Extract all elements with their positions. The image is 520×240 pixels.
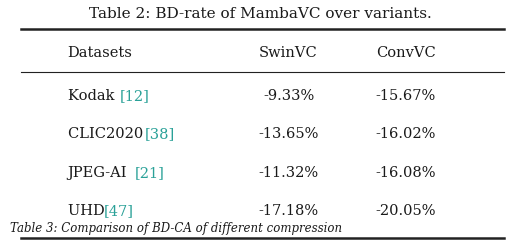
Text: [21]: [21] (135, 166, 165, 180)
Text: -20.05%: -20.05% (375, 204, 436, 218)
Text: -13.65%: -13.65% (258, 127, 319, 141)
Text: -15.67%: -15.67% (375, 89, 436, 103)
Text: JPEG-AI: JPEG-AI (68, 166, 132, 180)
Text: Table 3: Comparison of BD-CA of different compression: Table 3: Comparison of BD-CA of differen… (10, 222, 343, 235)
Text: ConvVC: ConvVC (376, 46, 435, 60)
Text: UHD: UHD (68, 204, 109, 218)
Text: -9.33%: -9.33% (263, 89, 314, 103)
Text: -16.02%: -16.02% (375, 127, 436, 141)
Text: Kodak: Kodak (68, 89, 119, 103)
Text: -16.08%: -16.08% (375, 166, 436, 180)
Text: CLIC2020: CLIC2020 (68, 127, 148, 141)
Text: Datasets: Datasets (68, 46, 133, 60)
Text: SwinVC: SwinVC (259, 46, 318, 60)
Text: [47]: [47] (104, 204, 134, 218)
Text: -11.32%: -11.32% (258, 166, 319, 180)
Text: [38]: [38] (145, 127, 175, 141)
Text: Table 2: BD-rate of MambaVC over variants.: Table 2: BD-rate of MambaVC over variant… (88, 7, 432, 21)
Text: [12]: [12] (120, 89, 149, 103)
Text: -17.18%: -17.18% (258, 204, 319, 218)
